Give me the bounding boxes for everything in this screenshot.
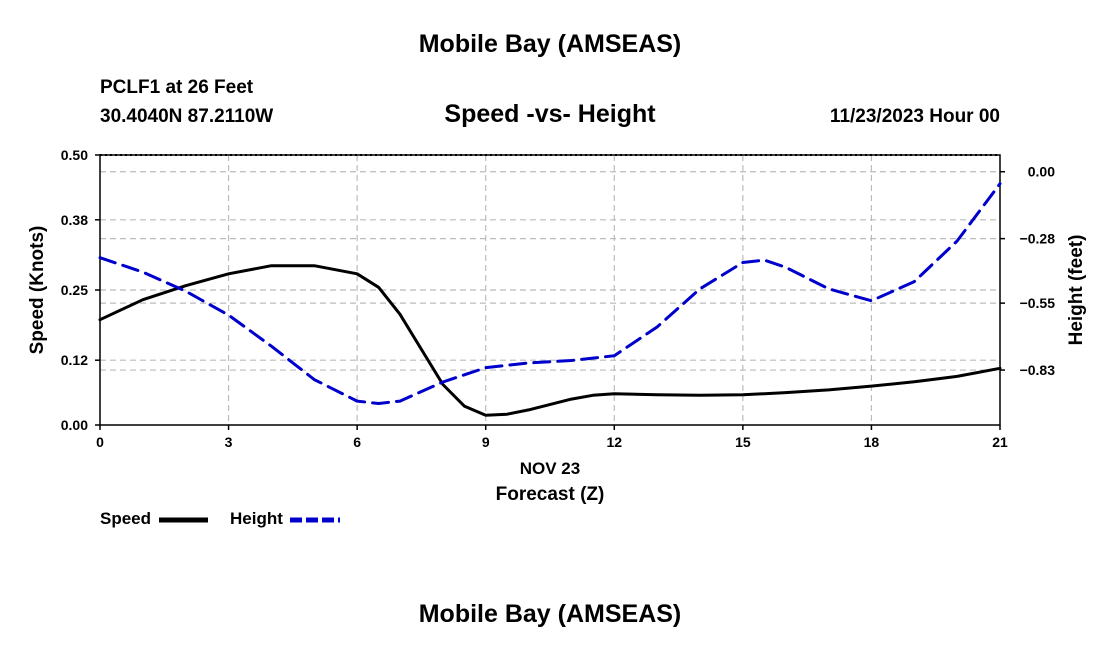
x-axis-label: Forecast (Z) [496,484,605,505]
chart-subtitle: Speed -vs- Height [444,100,656,128]
x-tick-label: 9 [482,434,490,450]
station-coordinates: 30.4040N 87.2110W [100,106,274,127]
speed-height-chart: 0 3 6 9 12 15 18 21 0.00 0.12 0.25 0.38 0.50 0.00 −0.2… [27,147,1087,505]
y2-tick-label: 0.00 [1028,164,1055,180]
station-label: PCLF1 at 26 Feet [100,77,254,98]
legend-height: Height [230,509,344,529]
series-line-speed [98,264,1002,417]
y2-axis-label: Height (feet) [1066,235,1087,346]
y-axis-label: Speed (Knots) [27,226,48,355]
y-tick-label: 0.50 [61,147,88,163]
x-tick-label: 12 [606,434,622,450]
legend-speed-label: Speed [100,509,152,528]
y2-tick-label: −0.28 [1020,231,1056,247]
axis-ticks [95,154,1005,430]
forecast-datetime: 11/23/2023 Hour 00 [829,106,1000,127]
x-tick-label: 6 [353,434,361,450]
legend-height-swatch [289,517,340,523]
series-lines [98,182,1002,417]
axis-labels: 0 3 6 9 12 15 18 21 0.00 0.12 0.25 0.38 0.50 0.00 −0.2… [27,147,1087,505]
y-tick-label: 0.12 [61,352,88,368]
legend-speed-swatch [158,517,208,523]
y2-tick-label: −0.55 [1020,295,1056,311]
x-axis-date-label: NOV 23 [520,459,580,478]
x-tick-label: 21 [992,434,1008,450]
x-tick-label: 15 [735,434,751,450]
y-tick-label: 0.38 [61,212,88,228]
grid-lines [100,155,1000,425]
x-tick-label: 3 [225,434,233,450]
chart-title: Mobile Bay (AMSEAS) [418,30,682,58]
legend-speed: Speed [100,509,212,529]
x-tick-label: 18 [864,434,880,450]
y-tick-label: 0.25 [61,282,88,298]
y2-tick-label: −0.83 [1020,362,1056,378]
series-line-height [98,182,1002,405]
y-tick-label: 0.00 [61,417,88,433]
legend-height-label: Height [230,509,283,528]
x-tick-label: 0 [96,434,104,450]
footer-title: Mobile Bay (AMSEAS) [418,600,682,628]
